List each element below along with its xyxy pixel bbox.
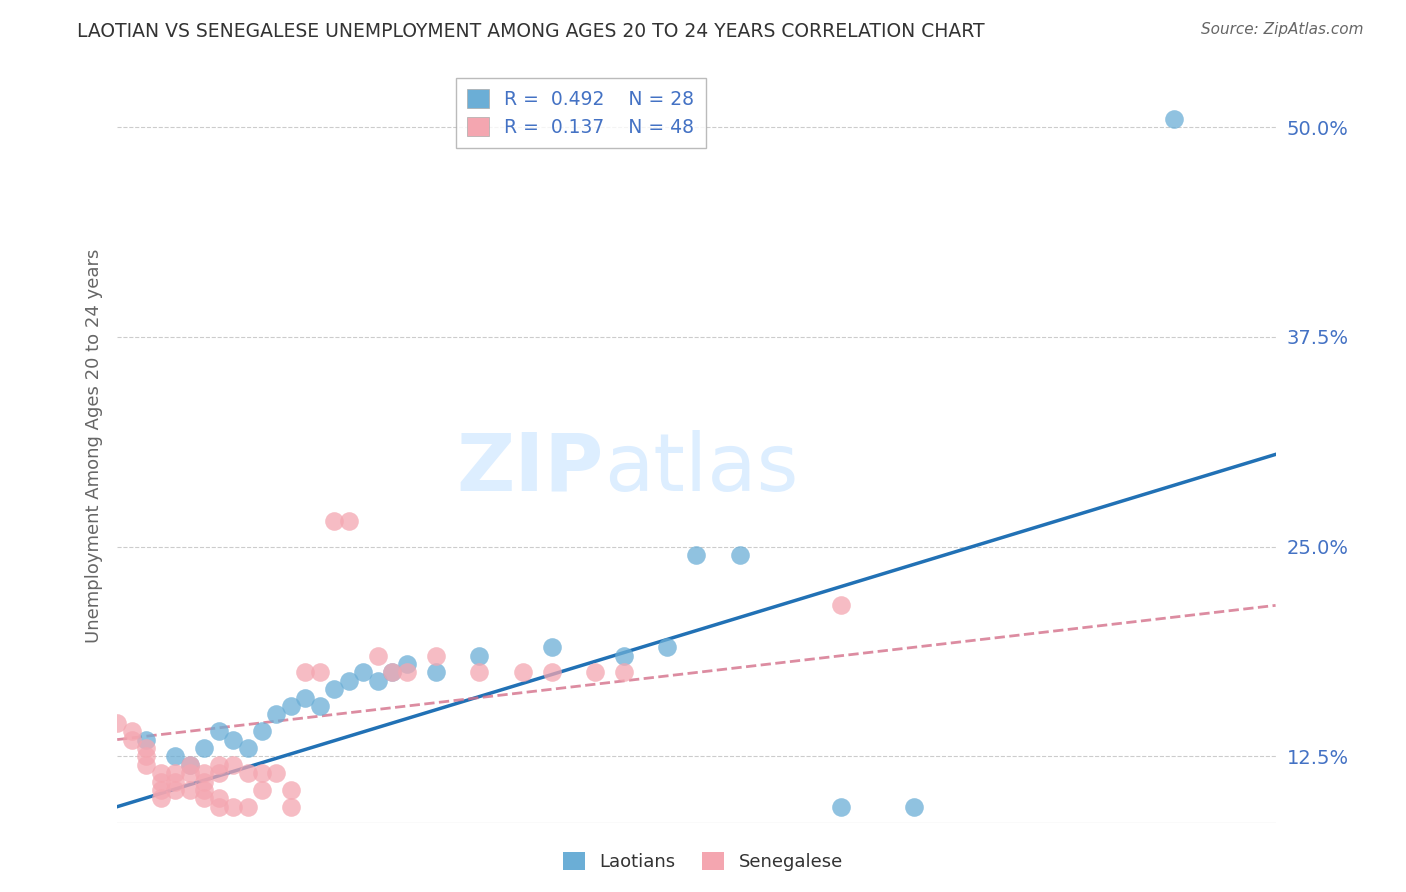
Point [381,665,404,680]
Point [657,640,679,655]
Point [294,690,316,705]
Point [179,757,201,772]
Point [207,724,229,739]
Point [1163,112,1185,126]
Point [135,732,157,747]
Point [830,599,852,613]
Point [236,799,259,814]
Point [222,732,245,747]
Point [280,799,302,814]
Point [337,673,360,688]
Point [468,648,491,663]
Point [193,783,215,797]
Point [135,757,157,772]
Point [207,791,229,805]
Point [250,783,273,797]
Y-axis label: Unemployment Among Ages 20 to 24 years: Unemployment Among Ages 20 to 24 years [86,249,103,643]
Point [266,707,288,722]
Point [280,783,302,797]
Point [266,766,288,780]
Point [207,766,229,780]
Point [121,724,143,739]
Point [179,783,201,797]
Point [395,657,418,672]
Point [323,682,346,697]
Point [540,640,562,655]
Point [309,699,332,714]
Point [425,648,447,663]
Point [165,766,187,780]
Text: Source: ZipAtlas.com: Source: ZipAtlas.com [1201,22,1364,37]
Point [193,766,215,780]
Point [179,757,201,772]
Point [250,724,273,739]
Point [165,749,187,764]
Point [280,699,302,714]
Point [367,673,389,688]
Point [309,665,332,680]
Point [149,774,172,789]
Point [613,648,636,663]
Point [352,665,374,680]
Point [222,757,245,772]
Point [165,774,187,789]
Point [207,757,229,772]
Point [149,791,172,805]
Point [193,791,215,805]
Point [193,774,215,789]
Point [135,741,157,756]
Point [149,766,172,780]
Point [105,715,128,730]
Point [207,799,229,814]
Point [540,665,562,680]
Point [135,749,157,764]
Point [294,665,316,680]
Point [179,766,201,780]
Point [512,665,534,680]
Point [468,665,491,680]
Point [236,766,259,780]
Point [395,665,418,680]
Text: LAOTIAN VS SENEGALESE UNEMPLOYMENT AMONG AGES 20 TO 24 YEARS CORRELATION CHART: LAOTIAN VS SENEGALESE UNEMPLOYMENT AMONG… [77,22,986,41]
Point [149,783,172,797]
Point [830,799,852,814]
Point [236,741,259,756]
Point [323,515,346,529]
Point [583,665,606,680]
Text: atlas: atlas [603,430,799,508]
Point [193,741,215,756]
Point [381,665,404,680]
Point [903,799,925,814]
Point [121,732,143,747]
Point [367,648,389,663]
Point [222,799,245,814]
Point [250,766,273,780]
Point [425,665,447,680]
Legend: R =  0.492    N = 28, R =  0.137    N = 48: R = 0.492 N = 28, R = 0.137 N = 48 [456,78,706,148]
Text: ZIP: ZIP [457,430,603,508]
Point [685,548,707,562]
Point [728,548,751,562]
Legend: Laotians, Senegalese: Laotians, Senegalese [555,845,851,879]
Point [337,515,360,529]
Point [165,783,187,797]
Point [613,665,636,680]
